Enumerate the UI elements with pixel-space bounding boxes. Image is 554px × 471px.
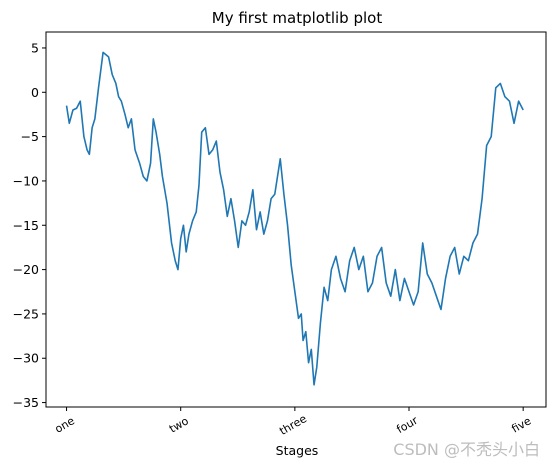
- x-tick-label: one: [53, 414, 77, 436]
- watermark: CSDN @不秃头小白: [393, 440, 540, 459]
- x-tick-label: five: [509, 414, 533, 435]
- axes: 5 0 −5 −10 −15 −20 −25 −30 −35 one two three four fiv…: [13, 31, 547, 438]
- y-tick-label: −5: [21, 129, 39, 144]
- y-tick-label: −25: [13, 306, 39, 321]
- plot-area: [65, 51, 524, 386]
- y-tick-label: 5: [31, 40, 39, 55]
- y-tick-label: −35: [13, 395, 39, 410]
- x-axis-label: Stages: [276, 443, 319, 458]
- y-tick-label: −10: [13, 173, 39, 188]
- series-line-0: [65, 51, 524, 386]
- x-tick-label: four: [394, 414, 420, 437]
- y-tick-label: −20: [13, 262, 39, 277]
- axes-frame: [45, 31, 547, 408]
- x-tick-label: two: [167, 414, 191, 435]
- y-tick-label: −30: [13, 351, 39, 366]
- chart-title: My first matplotlib plot: [212, 9, 383, 27]
- x-tick-label: three: [277, 412, 309, 438]
- y-tick-label: −15: [13, 218, 39, 233]
- y-tick-label: 0: [31, 85, 39, 100]
